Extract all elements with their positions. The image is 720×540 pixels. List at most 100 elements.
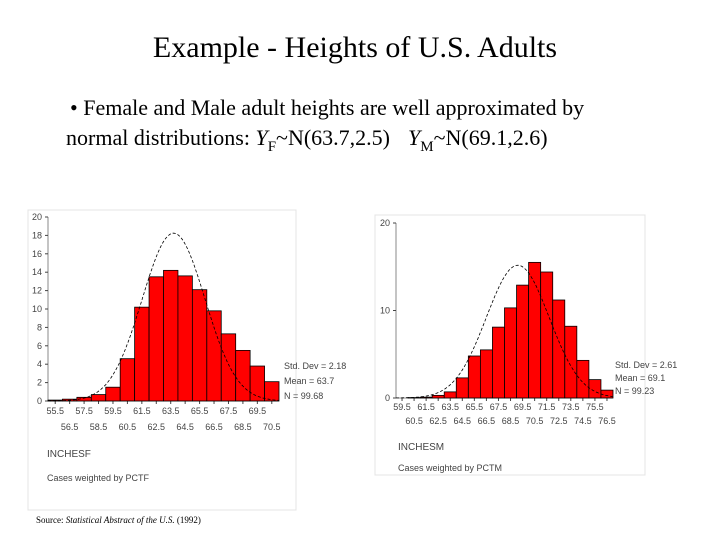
bullet-var: Y — [408, 125, 423, 150]
x-tick-label: 75.5 — [586, 402, 604, 412]
x-tick-label: 67.5 — [220, 406, 238, 416]
y-tick-label: 6 — [37, 341, 42, 351]
y-tick-label: 10 — [32, 304, 42, 314]
bullet-line: normal distributions: YF~N(63.7,2.5) YM~N… — [66, 125, 548, 155]
x-tick-label: 71.5 — [538, 402, 556, 412]
normal-curve — [48, 232, 280, 402]
y-tick-label: 14 — [32, 267, 42, 277]
bullet-text: normal distributions: — [66, 125, 255, 150]
bullet-sub: F — [268, 139, 276, 155]
bar — [134, 306, 150, 402]
x-tick-label: 64.5 — [454, 416, 472, 426]
y-tick-label: 8 — [37, 322, 42, 332]
x-tick-label: 74.5 — [574, 416, 592, 426]
bar — [540, 271, 554, 399]
x-tick-label: 73.5 — [562, 402, 580, 412]
x-tick-label: 61.5 — [133, 406, 151, 416]
x-tick-label: 56.5 — [61, 422, 79, 432]
bar — [443, 391, 457, 399]
weight-note: Cases weighted by PCTM — [398, 463, 502, 473]
y-tick-label: 0 — [37, 396, 42, 406]
x-tick-label: 67.5 — [490, 402, 508, 412]
y-tick-label: 4 — [37, 359, 42, 369]
x-tick-label: 65.5 — [466, 402, 484, 412]
y-tick-label: 2 — [37, 378, 42, 388]
stat-label: Std. Dev = 2.61 — [615, 360, 677, 370]
x-tick-label: 58.5 — [90, 422, 108, 432]
stat-label: Std. Dev = 2.18 — [284, 361, 346, 371]
x-tick-label: 55.5 — [46, 406, 64, 416]
bullet-sub: M — [420, 139, 433, 155]
y-tick-label: 0 — [385, 393, 390, 403]
stat-label: Mean = 69.1 — [615, 373, 665, 383]
bar — [191, 289, 208, 402]
weight-note: Cases weighted by PCTF — [47, 473, 150, 483]
y-tick-label: 10 — [380, 306, 390, 316]
bar — [431, 394, 445, 399]
x-tick-label: 59.5 — [393, 402, 411, 412]
bar — [467, 355, 481, 399]
x-tick-label: 65.5 — [191, 406, 209, 416]
bar — [220, 333, 237, 402]
stat-label: N = 99.68 — [284, 391, 323, 401]
stat-label: Mean = 63.7 — [284, 376, 334, 386]
bar — [552, 299, 566, 399]
bar — [264, 381, 280, 402]
bar — [588, 379, 602, 399]
x-tick-label: 59.5 — [104, 406, 122, 416]
bar — [564, 325, 578, 399]
x-tick-label: 68.5 — [502, 416, 520, 426]
bullet-text: ~N(69.1,2.6) — [434, 125, 548, 150]
bar — [576, 359, 590, 399]
y-tick-label: 20 — [380, 218, 390, 228]
bar — [163, 269, 179, 402]
x-tick-label: 60.5 — [119, 422, 137, 432]
bar — [600, 389, 614, 399]
source-title: Statistical Abstract of the U.S. — [66, 515, 175, 525]
x-tick-label: 69.5 — [249, 406, 267, 416]
y-tick-label: 20 — [32, 212, 42, 222]
normal-curve — [396, 264, 614, 399]
y-tick-label: 12 — [32, 286, 42, 296]
x-tick-label: 62.5 — [429, 416, 447, 426]
bar — [206, 310, 222, 402]
bar — [177, 275, 193, 402]
x-tick-label: 69.5 — [514, 402, 532, 412]
slide-title: Example - Heights of U.S. Adults — [153, 31, 557, 64]
bar — [492, 326, 505, 399]
source-text: Source: — [36, 515, 66, 525]
x-tick-label: 70.5 — [526, 416, 544, 426]
x-tick-label: 72.5 — [550, 416, 568, 426]
stat-label: N = 99.23 — [615, 386, 654, 396]
bullet-var: Y — [255, 125, 270, 150]
bar — [148, 276, 164, 402]
x-axis-label: INCHESM — [398, 442, 444, 453]
bar — [119, 358, 136, 402]
x-tick-label: 68.5 — [234, 422, 252, 432]
bar — [249, 365, 265, 402]
x-tick-label: 76.5 — [598, 416, 616, 426]
bar — [479, 349, 493, 399]
x-tick-label: 63.5 — [162, 406, 180, 416]
bar — [455, 377, 469, 399]
source: Source: Statistical Abstract of the U.S.… — [36, 515, 201, 525]
bullet-text: ~N(63.7,2.5) — [276, 125, 390, 150]
x-tick-label: 57.5 — [75, 406, 93, 416]
x-tick-label: 63.5 — [441, 402, 459, 412]
x-tick-label: 60.5 — [405, 416, 423, 426]
bar — [516, 284, 530, 399]
x-axis-label: INCHESF — [47, 449, 91, 460]
chart-frame — [27, 209, 297, 511]
chart-frame — [374, 214, 646, 476]
x-tick-label: 66.5 — [478, 416, 496, 426]
bar — [235, 349, 251, 402]
bar — [90, 394, 107, 402]
x-tick-label: 70.5 — [263, 422, 281, 432]
bar — [504, 307, 517, 399]
bullet-line: • Female and Male adult heights are well… — [70, 95, 584, 120]
x-tick-label: 66.5 — [205, 422, 223, 432]
source-text: (1992) — [175, 515, 201, 525]
x-tick-label: 62.5 — [148, 422, 166, 432]
x-tick-label: 64.5 — [176, 422, 194, 432]
